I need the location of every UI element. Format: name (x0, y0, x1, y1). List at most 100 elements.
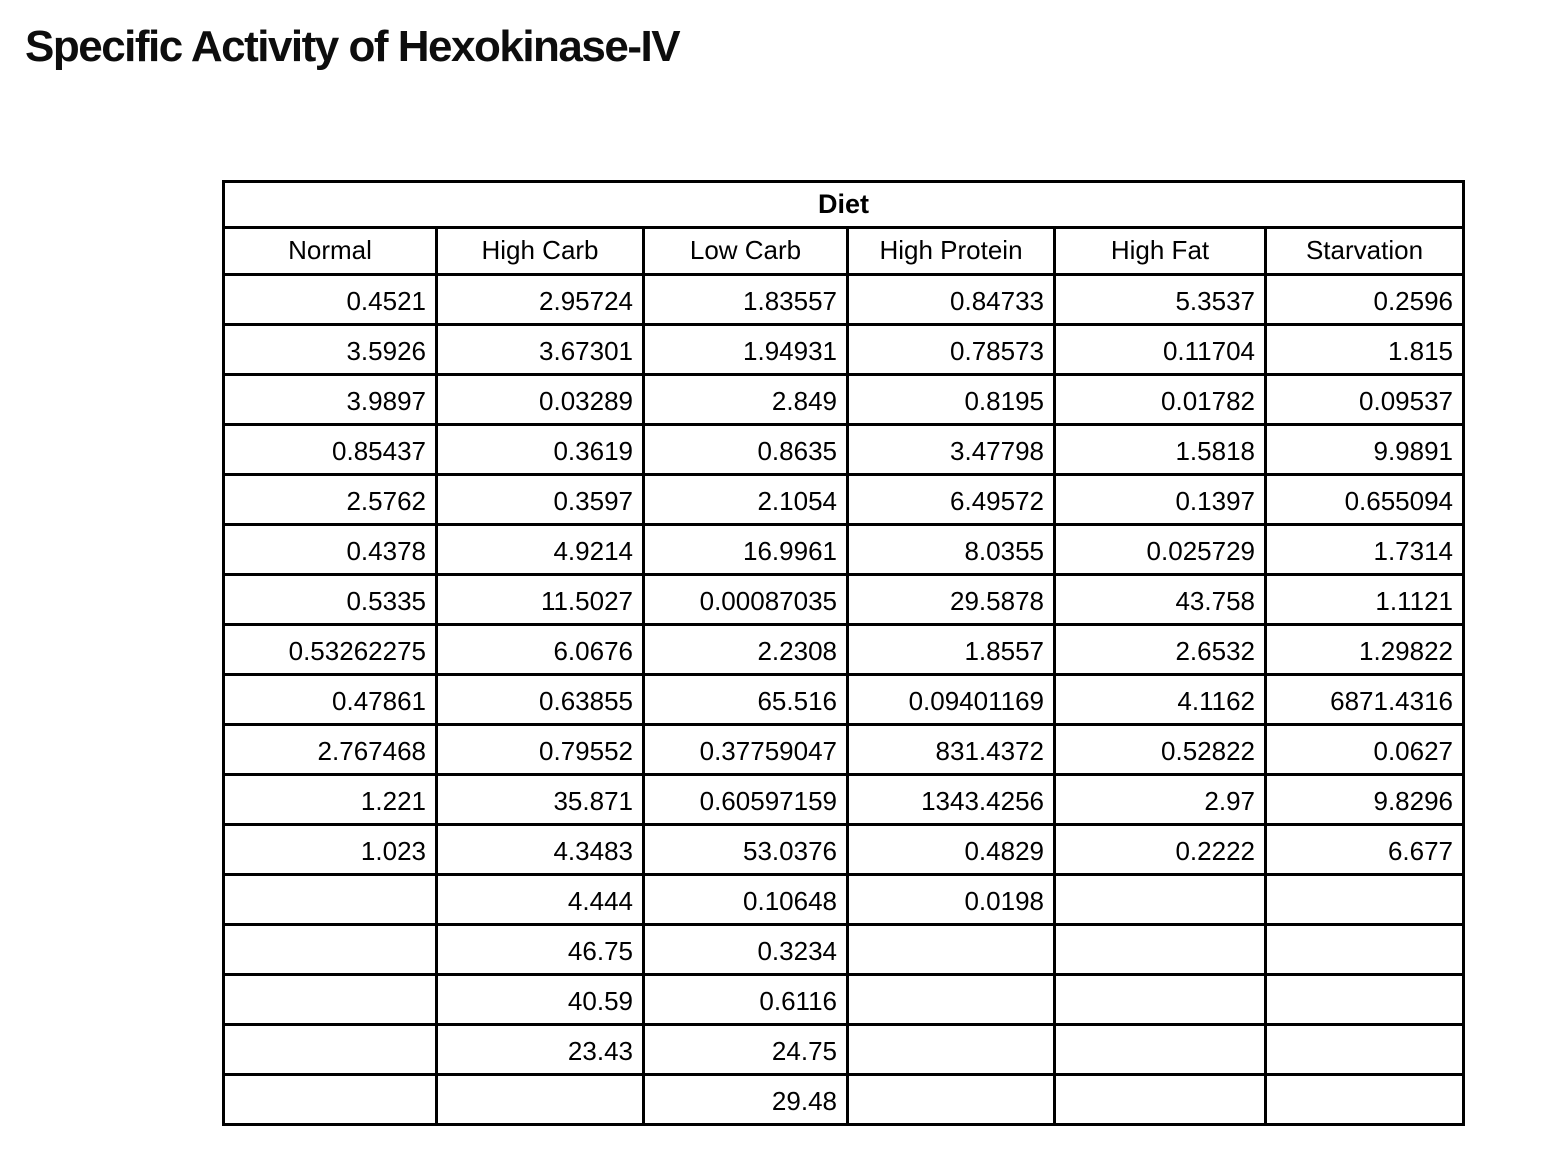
table-cell: 35.871 (435, 773, 645, 826)
table-cell: 2.767468 (222, 723, 438, 776)
table-cell: 1.7314 (1263, 523, 1466, 576)
table-cell (1263, 973, 1466, 1026)
table-cell: 40.59 (435, 973, 645, 1026)
table-row: 4.444 0.10648 0.0198 (222, 873, 1466, 926)
group-header-row: Diet (221, 180, 1466, 229)
table-cell: 11.5027 (435, 573, 645, 626)
table-row: 0.53262275 6.0676 2.2308 1.8557 2.6532 1.2982… (222, 623, 1466, 676)
table-cell: 2.95724 (435, 273, 645, 326)
table-cell: 0.025729 (1053, 523, 1267, 576)
table-cell: 0.8195 (846, 373, 1056, 426)
diet-table: Diet Normal High Carb Low Carb High Protein… (221, 180, 1466, 1126)
table-cell: 16.9961 (642, 523, 849, 576)
table-cell: 0.3619 (435, 423, 645, 476)
table-cell: 2.5762 (222, 473, 438, 526)
table-cell: 2.849 (642, 373, 849, 426)
table-row: 0.85437 0.3619 0.8635 3.47798 1.5818 9.9891 (222, 423, 1466, 476)
table-cell: 29.5878 (846, 573, 1056, 626)
table-cell: 0.10648 (642, 873, 849, 926)
table-row: 2.767468 0.79552 0.37759047 831.4372 0.52822… (222, 723, 1466, 776)
column-header-cell: High Fat (1053, 226, 1267, 276)
table-cell: 2.6532 (1053, 623, 1267, 676)
table-cell: 0.3597 (435, 473, 645, 526)
table-cell: 1.023 (222, 823, 438, 876)
table-row: 1.221 35.871 0.60597159 1343.4256 2.97 9.8296 (222, 773, 1466, 826)
table-cell: 0.8635 (642, 423, 849, 476)
table-cell: 65.516 (642, 673, 849, 726)
table-row: 3.5926 3.67301 1.94931 0.78573 0.11704 1.815 (222, 323, 1466, 376)
table-cell: 6.677 (1263, 823, 1466, 876)
table-row: 46.75 0.3234 (222, 923, 1466, 976)
table-cell: 0.37759047 (642, 723, 849, 776)
diet-table-head: Diet Normal High Carb Low Carb High Protein… (221, 180, 1466, 276)
table-cell: 0.84733 (846, 273, 1056, 326)
table-cell: 0.60597159 (642, 773, 849, 826)
table-cell: 0.4521 (222, 273, 438, 326)
table-row: 0.47861 0.63855 65.516 0.09401169 4.1162 6871… (222, 673, 1466, 726)
table-cell: 1.815 (1263, 323, 1466, 376)
table-cell: 0.5335 (222, 573, 438, 626)
table-row: 2.5762 0.3597 2.1054 6.49572 0.1397 0.655094 (222, 473, 1466, 526)
table-cell (1053, 1023, 1267, 1076)
table-row: 3.9897 0.03289 2.849 0.8195 0.01782 0.09537 (222, 373, 1466, 426)
column-header-row: Normal High Carb Low Carb High Protein High … (222, 226, 1466, 276)
group-header-cell: Diet (221, 180, 1466, 229)
table-cell: 2.1054 (642, 473, 849, 526)
table-cell: 53.0376 (642, 823, 849, 876)
table-cell: 0.6116 (642, 973, 849, 1026)
table-cell (1053, 923, 1267, 976)
table-cell (1263, 873, 1466, 926)
table-cell: 0.78573 (846, 323, 1056, 376)
table-row: 0.4521 2.95724 1.83557 0.84733 5.3537 0.2596 (222, 273, 1466, 326)
table-cell (1053, 873, 1267, 926)
table-cell: 1.29822 (1263, 623, 1466, 676)
table-cell: 0.03289 (435, 373, 645, 426)
table-cell (1053, 973, 1267, 1026)
column-header-cell: Normal (222, 226, 438, 276)
table-cell (222, 973, 438, 1026)
table-cell: 2.97 (1053, 773, 1267, 826)
table-cell: 0.00087035 (642, 573, 849, 626)
table-cell: 4.444 (435, 873, 645, 926)
table-cell: 3.9897 (222, 373, 438, 426)
table-row: 1.023 4.3483 53.0376 0.4829 0.2222 6.677 (222, 823, 1466, 876)
table-row: 23.43 24.75 (222, 1023, 1466, 1076)
table-cell: 9.9891 (1263, 423, 1466, 476)
table-cell: 0.47861 (222, 673, 438, 726)
table-row: 0.4378 4.9214 16.9961 8.0355 0.025729 1.7314 (222, 523, 1466, 576)
table-cell: 0.63855 (435, 673, 645, 726)
table-cell: 0.655094 (1263, 473, 1466, 526)
table-cell: 0.11704 (1053, 323, 1267, 376)
table-cell: 0.53262275 (222, 623, 438, 676)
table-cell: 6.0676 (435, 623, 645, 676)
table-cell: 4.9214 (435, 523, 645, 576)
table-cell: 9.8296 (1263, 773, 1466, 826)
table-cell: 4.3483 (435, 823, 645, 876)
table-cell: 4.1162 (1053, 673, 1267, 726)
table-row: 0.5335 11.5027 0.00087035 29.5878 43.758 1.11… (222, 573, 1466, 626)
table-cell: 1.83557 (642, 273, 849, 326)
table-cell: 0.4829 (846, 823, 1056, 876)
table-cell (222, 1023, 438, 1076)
table-cell: 831.4372 (846, 723, 1056, 776)
table-cell: 24.75 (642, 1023, 849, 1076)
table-cell: 2.2308 (642, 623, 849, 676)
table-cell: 0.79552 (435, 723, 645, 776)
table-cell: 6871.4316 (1263, 673, 1466, 726)
column-header-cell: High Protein (846, 226, 1056, 276)
table-cell: 1.5818 (1053, 423, 1267, 476)
table-cell: 0.52822 (1053, 723, 1267, 776)
table-cell (1263, 1023, 1466, 1076)
table-cell: 46.75 (435, 923, 645, 976)
table-cell: 0.2596 (1263, 273, 1466, 326)
table-cell (222, 923, 438, 976)
table-cell: 0.01782 (1053, 373, 1267, 426)
table-cell: 1.8557 (846, 623, 1056, 676)
table-cell: 1.1121 (1263, 573, 1466, 626)
table-cell: 1.221 (222, 773, 438, 826)
column-header-cell: Low Carb (642, 226, 849, 276)
table-cell (846, 923, 1056, 976)
table-cell (1263, 923, 1466, 976)
diet-table-body: 0.4521 2.95724 1.83557 0.84733 5.3537 0.2596 3… (222, 273, 1466, 1126)
